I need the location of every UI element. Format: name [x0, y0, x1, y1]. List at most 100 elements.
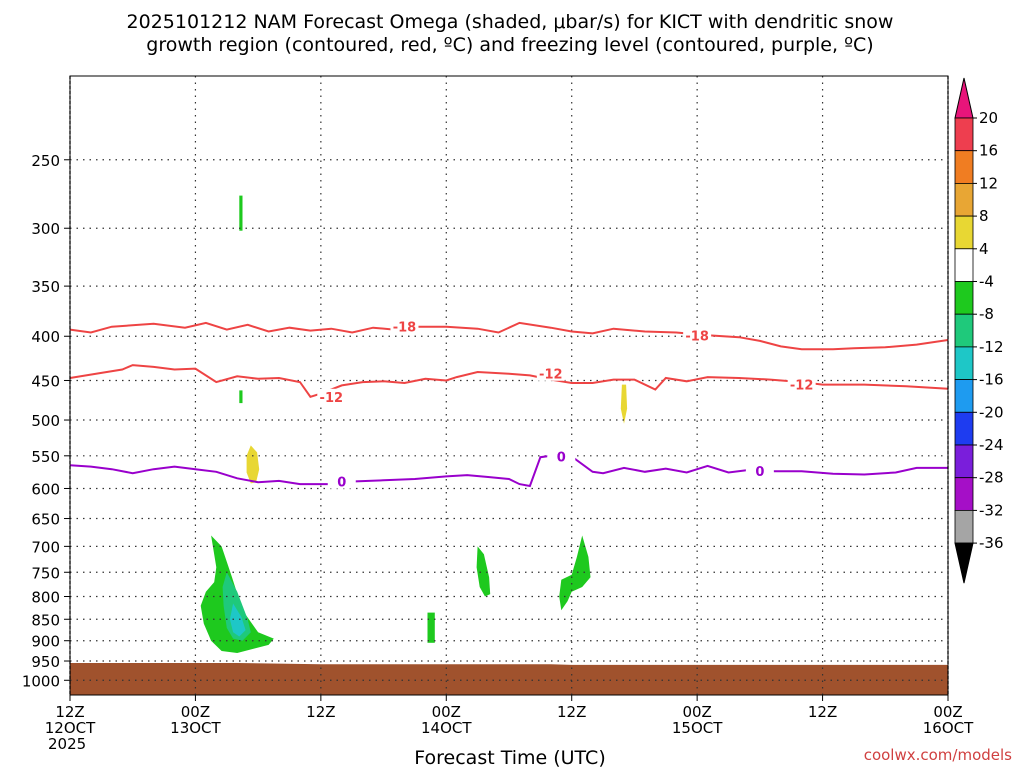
colorbar-label-4: 4: [979, 240, 989, 258]
y-tick-label-900: 900: [31, 633, 60, 651]
colorbar-swatch-4: [954, 248, 974, 282]
plot-border: [69, 75, 949, 696]
x-tick-label-12-2: 13OCT: [170, 719, 221, 737]
colorbar-label-13: -36: [979, 534, 1004, 552]
omega-blob-300mb: [239, 195, 243, 231]
colorbar-swatch-1: [954, 150, 974, 184]
omega-blob-main-core: [229, 603, 246, 637]
temperature-contours: -18 -18 -12 -12 -12 0 0 0: [69, 318, 949, 491]
y-tick-label-250: 250: [31, 152, 60, 170]
x-tick-label-0-2: 12OCT: [45, 719, 96, 737]
y-tick-label-450: 450: [31, 372, 60, 390]
y-tick-label-950: 950: [31, 653, 60, 671]
colorbar-label-12: -32: [979, 501, 1004, 519]
colorbar-label-6: -8: [979, 305, 994, 323]
y-tick-label-350: 350: [31, 278, 60, 296]
contour-label-bg: [683, 327, 712, 343]
y-tick-label-600: 600: [31, 480, 60, 498]
contour-label-bg: [536, 365, 565, 381]
plot-background: [70, 76, 948, 695]
y-tick-label-750: 750: [31, 564, 60, 582]
colorbar-swatch-0: [954, 117, 974, 152]
x-tick-label-0-1: 12Z: [55, 703, 84, 721]
contour-line-0: [69, 321, 949, 351]
colorbar-legend: 20 16 12 8 4 -4 -8 -12 -16 -20 -24 -28 -32 -36: [954, 77, 1004, 584]
contour-label-2-0: 0: [337, 476, 346, 491]
colorbar-swatch-12: [954, 509, 974, 544]
y-tick-label-400: 400: [31, 328, 60, 346]
terrain-surface: [70, 663, 948, 695]
contour-label-0-0: -18: [393, 321, 417, 336]
y-tick-label-850: 850: [31, 611, 60, 629]
colorbar-label-0: 20: [979, 109, 998, 127]
y-tick-label-800: 800: [31, 588, 60, 606]
terrain-fill: [70, 663, 948, 695]
plot-frame: [69, 75, 949, 696]
colorbar-label-9: -20: [979, 403, 1004, 421]
colorbar-swatch-2: [954, 182, 974, 217]
credit-text: coolwx.com/models: [864, 746, 1012, 764]
contour-label-1-2: -12: [790, 379, 814, 394]
x-tick-label-36-1: 00Z: [432, 703, 461, 721]
colorbar-label-1: 16: [979, 142, 998, 160]
colorbar-label-5: -4: [979, 273, 994, 291]
x-tick-label-72-1: 12Z: [808, 703, 837, 721]
colorbar-swatch-6: [954, 313, 974, 348]
colorbar-top-arrow: [954, 77, 974, 119]
contour-line-1: [69, 364, 949, 398]
x-tick-label-24-1: 12Z: [306, 703, 335, 721]
colorbar-swatch-8: [954, 379, 974, 413]
x-tick-label-84-1: 00Z: [933, 703, 962, 721]
contour-label-bg: [327, 473, 356, 489]
colorbar-swatch-5: [954, 281, 974, 315]
x-tick-label-48-1: 12Z: [557, 703, 586, 721]
contour-label-2-1: 0: [557, 450, 566, 465]
y-tick-label-500: 500: [31, 412, 60, 430]
y-tick-label-650: 650: [31, 511, 60, 529]
omega-blob-hour39: [476, 546, 491, 597]
x-tick-label-36-2: 14OCT: [421, 719, 472, 737]
colorbar-swatch-9: [954, 411, 974, 446]
contour-label-bg: [317, 388, 346, 404]
colorbar-swatch-7: [954, 346, 974, 380]
omega-blob-yellow-565mb: [246, 445, 260, 484]
contour-label-1-0: -12: [320, 391, 344, 406]
contour-label-2-2: 0: [755, 465, 764, 480]
omega-blob-hour48: [559, 535, 591, 611]
chart-title-line-1: 2025101212 NAM Forecast Omega (shaded, μ…: [127, 11, 894, 33]
x-axis-label: Forecast Time (UTC): [414, 747, 605, 768]
x-tick-label-12-1: 00Z: [181, 703, 210, 721]
colorbar-label-10: -24: [979, 436, 1004, 454]
colorbar-label-7: -12: [979, 338, 1004, 356]
omega-blob-yellow-480mb: [620, 384, 628, 424]
y-tick-label-550: 550: [31, 448, 60, 466]
contour-label-bg: [547, 448, 576, 464]
colorbar-bottom-arrow: [954, 542, 974, 584]
x-tick-label-60-2: 15OCT: [672, 719, 723, 737]
colorbar-label-3: 8: [979, 207, 989, 225]
y-axis-ticks: 250 300 350 400 450 500 550 600 650 700 750 800 850 9…: [22, 152, 70, 690]
colorbar-swatch-3: [954, 215, 974, 250]
chart-title-line-2: growth region (contoured, red, ºC) and f…: [146, 34, 873, 56]
y-tick-label-1000: 1000: [22, 672, 60, 690]
y-tick-label-700: 700: [31, 538, 60, 556]
x-tick-label-0-3: 2025: [48, 735, 86, 753]
colorbar-swatch-11: [954, 477, 974, 511]
omega-blob-hour35: [427, 612, 435, 643]
plot-area: [70, 76, 948, 695]
contour-label-1-1: -12: [539, 368, 563, 383]
contour-label-0-1: -18: [685, 329, 709, 344]
colorbar-swatch-10: [954, 444, 974, 479]
y-tick-label-300: 300: [31, 220, 60, 238]
contour-label-bg: [390, 318, 419, 334]
omega-shading: [200, 195, 628, 653]
colorbar-label-11: -28: [979, 469, 1004, 487]
x-tick-label-60-1: 00Z: [682, 703, 711, 721]
x-tick-label-84-2: 16OCT: [923, 719, 974, 737]
omega-blob-470mb: [239, 390, 243, 404]
colorbar-label-8: -16: [979, 371, 1004, 389]
omega-blob-main-inner: [222, 572, 251, 641]
contour-label-bg: [745, 463, 774, 479]
